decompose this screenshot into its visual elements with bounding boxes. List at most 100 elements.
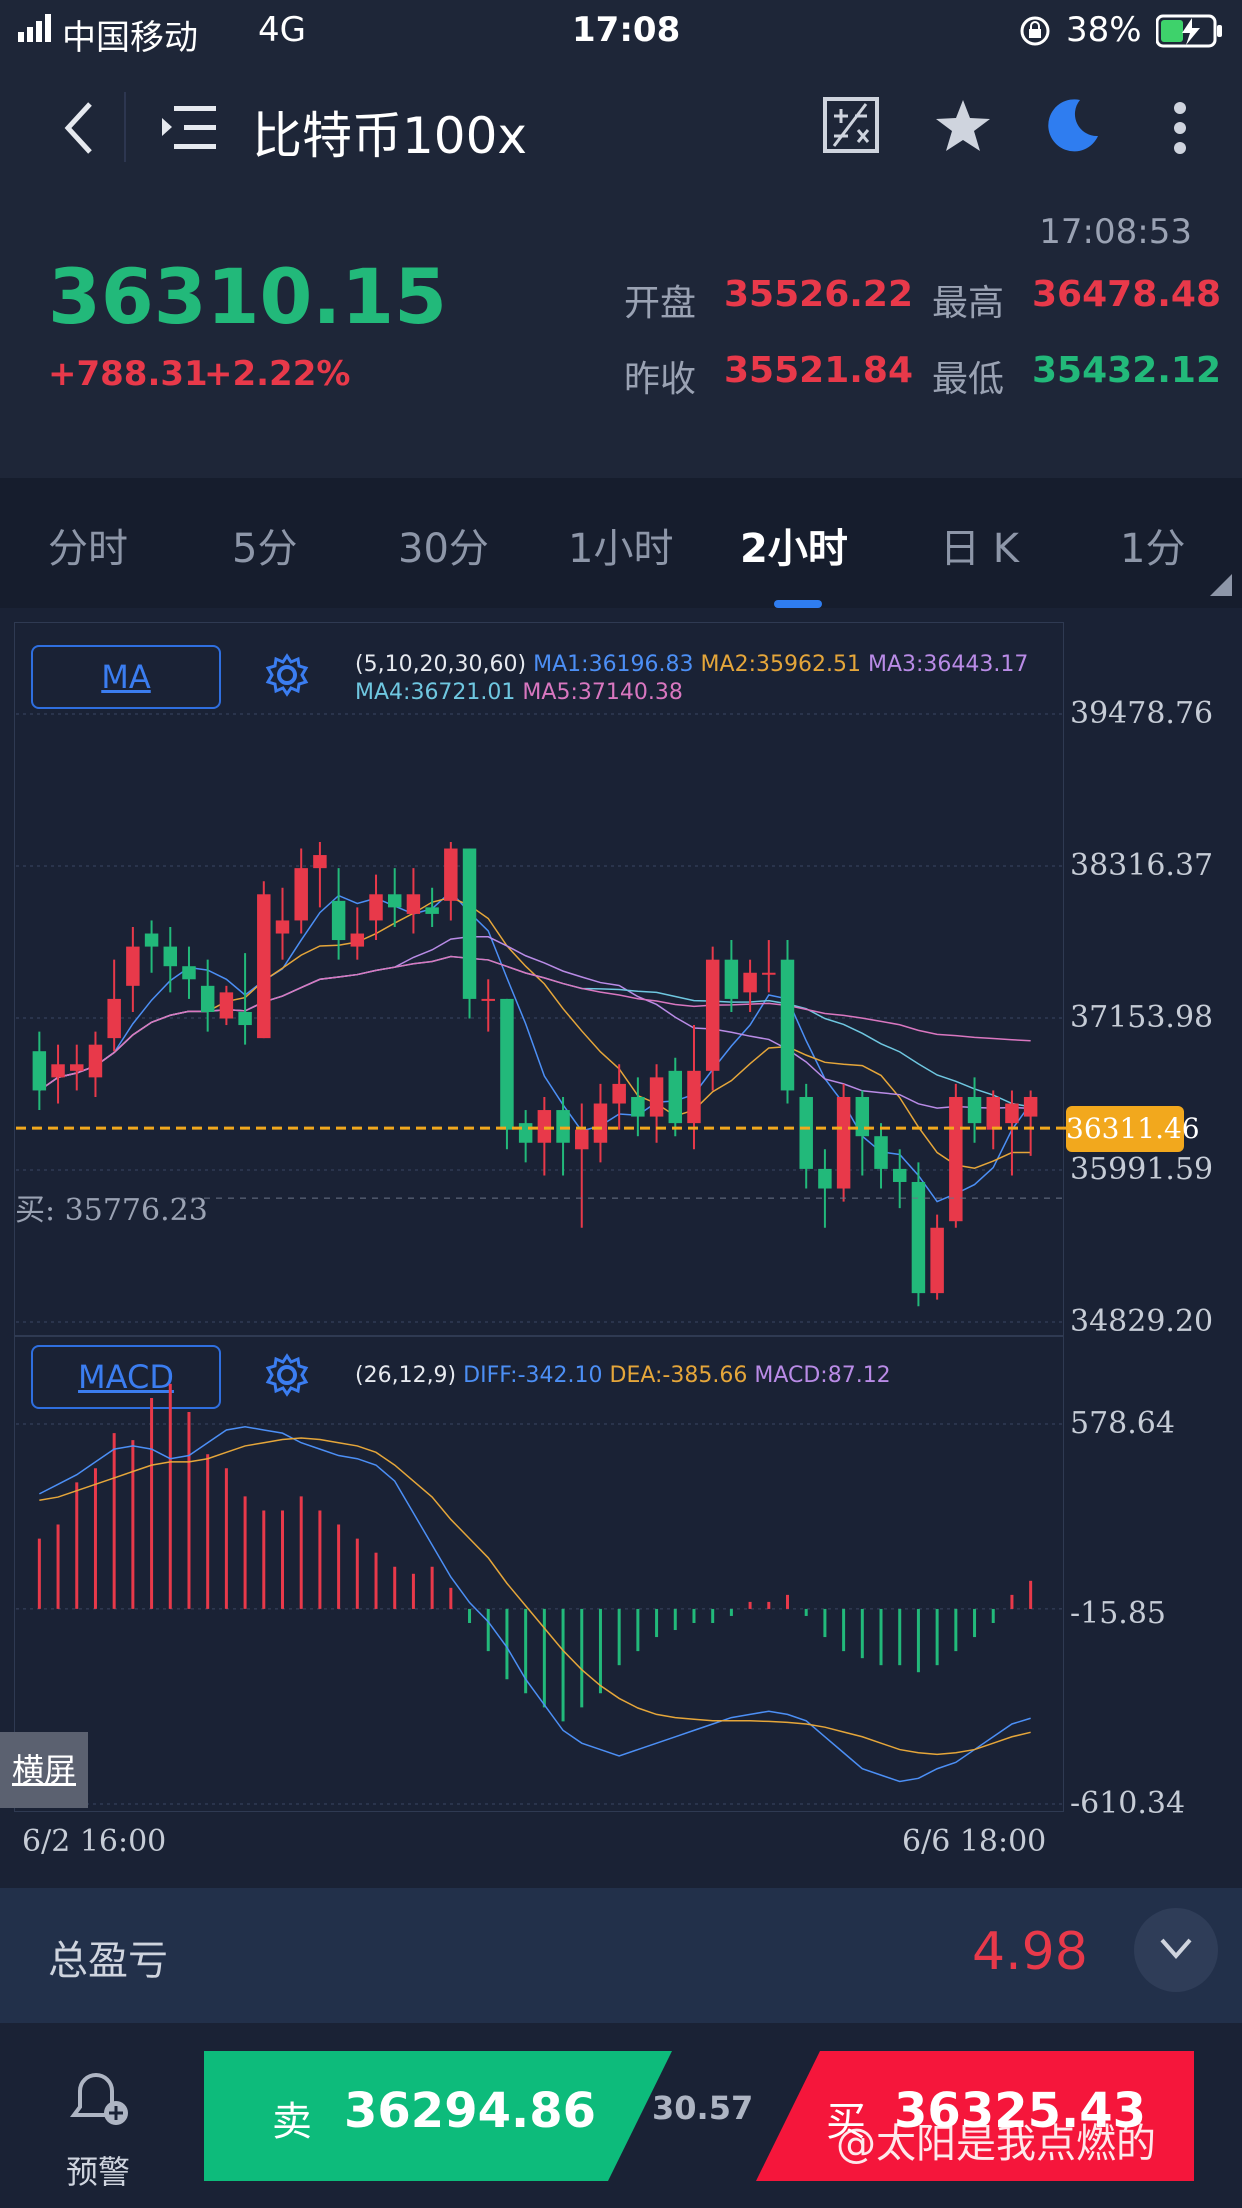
macd-indicator-button[interactable]: MACD	[31, 1345, 221, 1409]
candle-body	[705, 959, 720, 1071]
moon-icon[interactable]	[1042, 96, 1102, 156]
y-label-ma-3: 37153.98	[1070, 1000, 1214, 1035]
back-icon[interactable]	[60, 98, 100, 158]
candle-body	[32, 1051, 47, 1091]
sell-label: 卖	[272, 2099, 312, 2145]
kline-chart[interactable]: MA (5,10,20,30,60) MA1:36196.83 MA2:3596…	[14, 622, 1064, 1812]
candle-body	[200, 985, 215, 1012]
buy-button[interactable]: 买 36325.43	[800, 2051, 1196, 2181]
pnl-value: 4.98	[972, 1922, 1088, 1982]
candle-body	[88, 1044, 103, 1078]
candle-body	[107, 998, 121, 1039]
candle-body	[126, 946, 140, 986]
tab-30min[interactable]: 30分	[398, 526, 489, 572]
alert-label: 预警	[66, 2153, 131, 2191]
candle-body	[1023, 1096, 1038, 1117]
candle-body	[593, 1103, 608, 1143]
open-label: 开盘	[624, 283, 697, 324]
calculator-icon[interactable]	[822, 96, 880, 154]
candle-body	[818, 1168, 832, 1189]
macd-legend: (26,12,9) DIFF:-342.10 DEA:-385.66 MACD:…	[355, 1363, 1055, 1388]
battery-percent: 38%	[1066, 10, 1142, 50]
candle-body	[238, 1011, 252, 1026]
tab-1hour[interactable]: 1小时	[568, 526, 674, 572]
candle-body	[575, 1129, 589, 1150]
candle-body	[369, 894, 383, 921]
candle-body	[986, 1096, 1000, 1130]
candle-body	[313, 855, 327, 869]
buy-level-label: 买: 35776.23	[15, 1193, 208, 1228]
prev-close-value: 35521.84	[724, 350, 914, 391]
ma-settings-gear-icon[interactable]	[265, 653, 309, 697]
status-bar: 中国移动 4G 17:08 38%	[0, 0, 1242, 64]
candle-body	[799, 1096, 813, 1169]
more-vertical-icon[interactable]	[1170, 100, 1190, 156]
tabs-expand-icon[interactable]	[1210, 574, 1232, 596]
ma-params: (5,10,20,30,60)	[355, 652, 527, 677]
star-icon[interactable]	[934, 98, 992, 154]
ma5-value: MA5:37140.38	[522, 680, 683, 705]
candle-body	[537, 1110, 552, 1143]
candle-body	[724, 959, 739, 999]
low-value: 35432.12	[1032, 350, 1222, 391]
open-value: 35526.22	[724, 274, 914, 315]
battery-icon	[1156, 14, 1222, 48]
candle-body	[1005, 1103, 1019, 1124]
candle-body	[406, 894, 421, 914]
y-label-macd-2: -15.85	[1070, 1596, 1167, 1631]
candle-body	[967, 1096, 982, 1124]
page-title: 比特币100x	[252, 107, 528, 165]
candle-body	[163, 946, 178, 967]
landscape-button[interactable]: 横屏	[0, 1732, 88, 1808]
sell-button[interactable]: 卖 36294.86	[196, 2051, 636, 2181]
tab-day-k[interactable]: 日 K	[940, 526, 1019, 572]
candle-body	[500, 998, 514, 1130]
macd-settings-gear-icon[interactable]	[265, 1353, 309, 1397]
chart-canvas	[14, 713, 1066, 1805]
active-tab-indicator	[774, 600, 822, 608]
list-icon[interactable]	[160, 104, 218, 152]
buy-button-shape	[756, 2051, 1194, 2181]
x-label-start: 6/2 16:00	[22, 1824, 167, 1859]
nav-divider	[124, 92, 126, 162]
candle-body	[687, 1070, 701, 1124]
candle-body	[668, 1070, 683, 1124]
sell-price: 36294.86	[344, 2083, 597, 2139]
ma-button-label: MA	[101, 658, 151, 696]
ma-indicator-button[interactable]: MA	[31, 645, 221, 709]
y-label-ma-4: 35991.59	[1070, 1152, 1214, 1187]
candle-body	[387, 894, 402, 908]
y-label-ma-1: 39478.76	[1070, 696, 1214, 731]
dea-value: DEA:-385.66	[609, 1363, 748, 1388]
y-label-ma-5: 34829.20	[1070, 1304, 1214, 1339]
tab-5min[interactable]: 5分	[232, 526, 298, 572]
buy-label: 买	[826, 2099, 866, 2145]
candle-body	[855, 1096, 870, 1137]
y-label-ma-2: 38316.37	[1070, 848, 1214, 883]
prev-close-label: 昨收	[624, 359, 697, 400]
candle-body	[930, 1227, 944, 1294]
ma2-value: MA2:35962.51	[700, 652, 861, 677]
tab-2hour[interactable]: 2小时	[740, 526, 848, 572]
dea-line	[39, 1437, 1031, 1756]
clock: 17:08	[572, 10, 681, 50]
bell-icon	[70, 2072, 128, 2125]
buy-price: 36325.43	[894, 2083, 1147, 2139]
candle-body	[462, 848, 477, 999]
low-label: 最低	[932, 359, 1005, 400]
ma-line-1	[38, 890, 1032, 1203]
ma-legend: (5,10,20,30,60) MA1:36196.83 MA2:35962.5…	[355, 651, 1055, 707]
macd-value: MACD:87.12	[754, 1363, 891, 1388]
current-price-tag: 36311.46	[1066, 1106, 1200, 1152]
candle-body	[219, 992, 234, 1019]
tab-fenshi[interactable]: 分时	[48, 526, 128, 572]
candle-body	[631, 1096, 645, 1117]
pnl-expand-button[interactable]	[1134, 1908, 1218, 1992]
trade-bar: 预警 卖 36294.86 30.57 买 36325.43 @太阳是我点燃的	[0, 2023, 1242, 2208]
signal-icon	[18, 14, 51, 42]
diff-line	[39, 1426, 1031, 1783]
candle-body	[481, 998, 495, 1001]
alert-button[interactable]: 预警	[50, 2069, 150, 2199]
tab-1min[interactable]: 1分	[1120, 526, 1186, 572]
pnl-label: 总盈亏	[48, 1938, 168, 1984]
